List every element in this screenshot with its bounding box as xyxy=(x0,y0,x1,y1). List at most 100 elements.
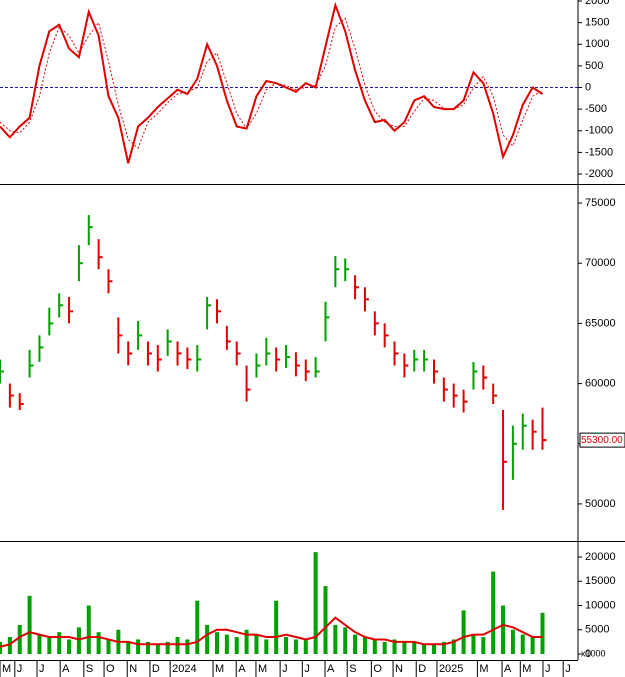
volume-bar xyxy=(303,639,308,654)
y-tick-label: 10000 xyxy=(585,599,616,611)
volume-bar xyxy=(451,639,456,654)
volume-bar xyxy=(7,637,12,654)
y-tick-label: 70000 xyxy=(585,257,616,269)
unit-label: x1000 xyxy=(581,648,606,658)
volume-bar xyxy=(520,634,525,654)
x-tick-label: J xyxy=(17,663,23,675)
x-tick-label: M xyxy=(522,663,531,675)
volume-bar xyxy=(17,624,22,654)
y-tick-label: -500 xyxy=(585,103,607,115)
volume-bar xyxy=(293,639,298,654)
indicator-line xyxy=(0,17,543,149)
volume-bar xyxy=(402,641,407,654)
volume-bar xyxy=(481,637,486,654)
volume-bar xyxy=(37,634,42,654)
volume-bar xyxy=(214,632,219,654)
x-tick-label: 2024 xyxy=(172,663,196,675)
volume-bar xyxy=(27,595,32,654)
x-tick-label: N xyxy=(129,663,137,675)
y-tick-label: 2000 xyxy=(585,0,609,7)
volume-bar xyxy=(372,639,377,654)
y-tick-label: 60000 xyxy=(585,377,616,389)
x-tick-label: J xyxy=(565,663,571,675)
y-tick-label: 15000 xyxy=(585,575,616,587)
volume-bar xyxy=(224,634,229,654)
volume-bar xyxy=(96,632,101,654)
y-tick-label: -2000 xyxy=(585,168,613,180)
y-tick-label: -1000 xyxy=(585,125,613,137)
volume-bar xyxy=(510,629,515,654)
volume-bar xyxy=(441,641,446,654)
volume-bar xyxy=(126,641,131,654)
x-tick-label: J xyxy=(304,663,310,675)
y-tick-label: -1500 xyxy=(585,146,613,158)
volume-bar xyxy=(165,641,170,654)
y-tick-label: 1000 xyxy=(585,38,609,50)
volume-bar xyxy=(471,634,476,654)
volume-bar xyxy=(431,644,436,654)
volume-bar xyxy=(461,610,466,654)
volume-bar xyxy=(195,600,200,654)
x-tick-label: O xyxy=(106,663,115,675)
volume-bar xyxy=(333,624,338,654)
volume-bar xyxy=(264,639,269,654)
volume-bar xyxy=(284,637,289,654)
y-tick-label: 0 xyxy=(585,648,591,660)
volume-bar xyxy=(155,644,160,654)
x-tick-label: O xyxy=(373,663,382,675)
y-tick-label: 500 xyxy=(585,60,603,72)
last-price-box xyxy=(579,432,625,448)
volume-bar xyxy=(362,637,367,654)
volume-bar xyxy=(47,637,52,654)
last-price-label: 55300.00 xyxy=(581,435,623,446)
y-tick-label: 65000 xyxy=(585,317,616,329)
x-tick-label: S xyxy=(349,663,356,675)
volume-bar xyxy=(106,639,111,654)
volume-bar xyxy=(491,571,496,654)
x-tick-label: D xyxy=(152,663,160,675)
volume-bar xyxy=(76,627,81,654)
x-tick-label: J xyxy=(545,663,551,675)
volume-bar xyxy=(244,629,249,654)
volume-bar xyxy=(343,627,348,654)
volume-bar xyxy=(392,639,397,654)
volume-bar xyxy=(530,637,535,654)
volume-bar xyxy=(205,624,210,654)
volume-bar xyxy=(0,641,2,654)
volume-bar xyxy=(57,632,62,654)
volume-bar xyxy=(185,639,190,654)
volume-bar xyxy=(136,639,141,654)
volume-ma xyxy=(0,616,543,648)
x-tick-label: N xyxy=(395,663,403,675)
volume-bar xyxy=(175,637,180,654)
volume-bar xyxy=(145,641,150,654)
volume-bar xyxy=(422,644,427,654)
volume-bar xyxy=(501,605,506,654)
x-tick-label: A xyxy=(504,663,512,675)
x-tick-label: M xyxy=(479,663,488,675)
x-tick-label: A xyxy=(327,663,335,675)
y-tick-label: 75000 xyxy=(585,197,616,209)
volume-bar xyxy=(540,612,545,654)
volume-bar xyxy=(382,641,387,654)
x-tick-label: A xyxy=(238,663,246,675)
y-tick-label: 0 xyxy=(585,81,591,93)
y-tick-label: 5000 xyxy=(585,624,609,636)
volume-bar xyxy=(254,634,259,654)
volume-bar xyxy=(86,605,91,654)
indicator-line xyxy=(0,1,544,164)
x-tick-label: A xyxy=(62,663,70,675)
y-tick-label: 1500 xyxy=(585,17,609,29)
x-tick-label: M xyxy=(215,663,224,675)
volume-bar xyxy=(353,634,358,654)
x-tick-label: D xyxy=(418,663,426,675)
volume-bar xyxy=(313,552,318,654)
x-tick-label: M xyxy=(258,663,267,675)
x-tick-label: M xyxy=(2,663,11,675)
volume-bar xyxy=(274,600,279,654)
volume-bar xyxy=(412,641,417,654)
y-tick-label: 20000 xyxy=(585,551,616,563)
x-tick-label: J xyxy=(39,663,45,675)
